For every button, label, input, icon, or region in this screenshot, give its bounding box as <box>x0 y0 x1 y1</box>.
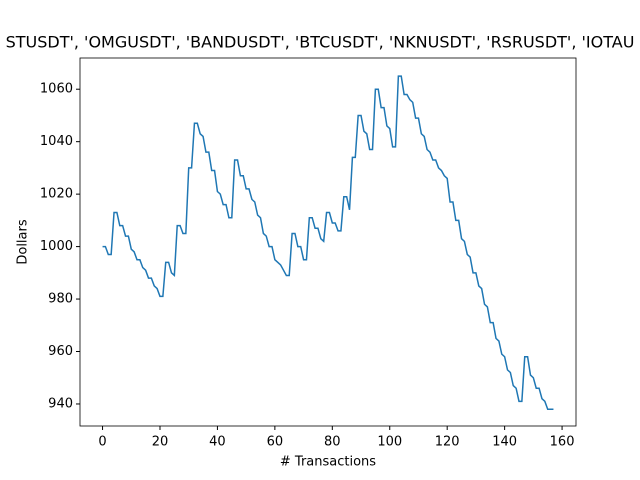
plot-frame <box>79 57 577 427</box>
y-tick-label: 1000 <box>40 239 73 254</box>
x-tick-label: 140 <box>492 435 517 450</box>
y-tick-label: 1040 <box>40 134 73 149</box>
x-tick-label: 0 <box>98 435 106 450</box>
y-axis-label: Dollars <box>16 219 31 264</box>
y-tick-label: 1060 <box>40 82 73 97</box>
x-tick-label: 120 <box>435 435 460 450</box>
x-tick-label: 40 <box>209 435 226 450</box>
x-tick-label: 160 <box>550 435 575 450</box>
y-tick-label: 940 <box>48 396 73 411</box>
x-tick-label: 100 <box>377 435 402 450</box>
data-line <box>102 75 554 410</box>
x-tick-label: 60 <box>267 435 284 450</box>
chart-title: STUSDT', 'OMGUSDT', 'BANDUSDT', 'BTCUSDT… <box>6 33 635 52</box>
x-tick-label: 80 <box>324 435 341 450</box>
y-tick-label: 960 <box>48 344 73 359</box>
y-tick-label: 1020 <box>40 187 73 202</box>
x-axis-label: # Transactions <box>280 455 376 470</box>
x-tick-label: 20 <box>152 435 169 450</box>
y-tick-label: 980 <box>48 292 73 307</box>
